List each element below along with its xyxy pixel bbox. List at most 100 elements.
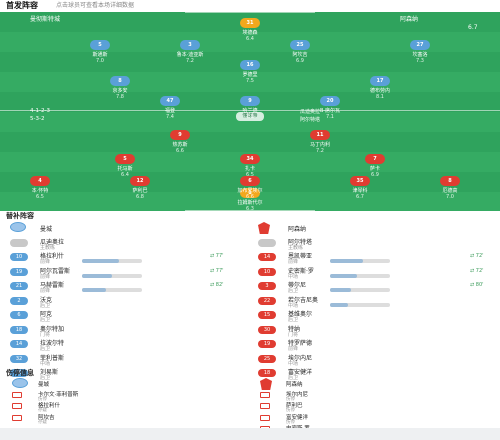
injuries-header: 伤停信息	[0, 368, 500, 378]
shirt-number: 18	[10, 325, 28, 334]
away-player[interactable]: 27 坎塞洛 7.3	[390, 40, 450, 64]
away-player[interactable]: 25 阿坎吉 6.9	[270, 40, 330, 64]
section-header: 首发阵容 点击球员可查看本场详细数据	[0, 0, 500, 12]
sub-position: 前锋	[40, 288, 51, 294]
player-rating: 6.9	[296, 58, 304, 64]
injured-player-name: 富安健洋	[286, 414, 309, 421]
sub-row[interactable]: 14 拉波尔特 后卫	[10, 338, 250, 353]
player-rating: 6.9	[371, 172, 379, 178]
shirt-number: 22	[258, 296, 276, 305]
shirt-number: 47	[160, 96, 180, 106]
sub-position: 门将	[40, 331, 51, 338]
sub-row[interactable]: 15 基维奥尔 后卫	[258, 309, 498, 324]
sub-row[interactable]: 18 奥尔特加 门将	[10, 324, 250, 339]
sub-row[interactable]: 21 马赫雷斯 前锋 ⇄ 82'	[10, 280, 250, 295]
subs-right-column: 阿森纳 阿尔特塔 主教练 14 恩凯蒂亚 前锋 ⇄ 72' 10 史密斯·罗 中场 ⇄ 72' 3 蒂尔…	[258, 222, 498, 382]
club-row: 曼城	[10, 222, 250, 237]
sub-row[interactable]: 25 埃尔内尼 中场	[258, 353, 498, 368]
shirt-number: 6	[10, 311, 28, 319]
injury-icon	[260, 403, 270, 409]
injury-row[interactable]: 埃尔内尼 伤停	[260, 390, 500, 402]
injured-player-name: 阿坎吉	[38, 414, 55, 421]
home-player[interactable]: 35 津琴科 6.7	[330, 176, 390, 200]
player-name: 埃德森	[242, 30, 258, 36]
injuries-title: 伤停信息	[6, 369, 34, 377]
injury-icon	[12, 391, 22, 398]
player-name: 热苏斯	[172, 142, 188, 148]
sub-row[interactable]: 19 特罗萨德 前锋	[258, 338, 498, 353]
shirt-number: 7	[365, 154, 385, 164]
sub-row[interactable]: 3 蒂尔尼 后卫 ⇄ 80'	[258, 280, 498, 295]
away-player[interactable]: 47 福登 7.4	[140, 96, 200, 120]
away-player[interactable]: 16 罗德里 7.5	[220, 60, 280, 84]
shirt-number: 9	[170, 130, 190, 140]
sub-name: 基维奥尔	[288, 311, 313, 318]
shirt-number: 10	[10, 253, 28, 261]
sub-minute: ⇄ 77'	[210, 267, 224, 274]
sub-row[interactable]: 80 刘易斯 后卫	[10, 367, 250, 382]
shirt-number: 32	[10, 354, 28, 363]
away-player[interactable]: 5 斯通斯 7.0	[70, 40, 130, 64]
player-rating: 7.3	[416, 58, 424, 64]
sub-name: 蒂尔尼	[288, 282, 307, 289]
home-player[interactable]: 5 托马斯 6.4	[95, 154, 155, 178]
sub-row[interactable]: 瓜迪奥拉 主教练	[10, 237, 250, 252]
pitch: 曼彻斯特城 阿森纳 6.7 懂球帝 4-1-2-3 5-3-2 瓜迪奥拉 阿尔特…	[0, 12, 500, 211]
sub-row[interactable]: 30 特纳 门将	[258, 324, 498, 339]
injury-row[interactable]: 阿坎吉 存疑	[12, 413, 252, 425]
home-player[interactable]: 34 扎卡 6.5	[220, 154, 280, 178]
injuries-left-column: 曼城 卡尔文·菲利普斯 伤停 格拉利什 存疑 阿坎吉 存疑	[12, 378, 252, 425]
home-player[interactable]: 9 热苏斯 6.6	[150, 130, 210, 154]
lineup-title: 首发阵容	[6, 1, 38, 10]
sub-row[interactable]: 18 富安健洋 后卫	[258, 367, 498, 382]
injury-row[interactable]: 格拉利什 存疑	[12, 401, 252, 413]
player-name: 津琴科	[352, 188, 368, 194]
sub-row[interactable]: 10 史密斯·罗 中场 ⇄ 72'	[258, 266, 498, 281]
away-player[interactable]: 31 埃德森 6.4	[220, 18, 280, 42]
home-player[interactable]: 4 本·怀特 6.5	[10, 176, 70, 200]
sub-row[interactable]: 6 阿克 后卫	[10, 309, 250, 324]
away-player[interactable]: 3 鲁本·迪亚斯 7.2	[160, 40, 220, 64]
player-name: 萨利巴	[132, 188, 148, 194]
sub-row[interactable]: 14 恩凯蒂亚 前锋 ⇄ 72'	[258, 251, 498, 266]
player-rating: 7.5	[246, 78, 254, 84]
home-player[interactable]: 8 厄德高 7.0	[420, 176, 480, 200]
sub-row[interactable]: 19 阿尔瓦雷斯 前锋 ⇄ 77'	[10, 266, 250, 281]
player-name: 鲁本·迪亚斯	[176, 52, 204, 58]
home-player[interactable]: 12 萨利巴 6.8	[110, 176, 170, 200]
injury-row[interactable]: 萨利巴 伤停	[260, 401, 500, 413]
away-player[interactable]: 17 德布劳内 8.1	[350, 76, 410, 100]
rating-bar-fill	[330, 288, 351, 292]
injured-player-name: 格拉利什	[38, 403, 61, 409]
player-name: 德布劳内	[369, 88, 390, 94]
player-name: 拉姆斯代尔	[237, 200, 263, 206]
injury-row[interactable]: 富安健洋 伤停	[260, 413, 500, 425]
sub-row[interactable]: 10 格拉利什 前锋 ⇄ 77'	[10, 251, 250, 266]
sub-name: 特罗萨德	[288, 340, 313, 347]
sub-row[interactable]: 2 沃克 后卫	[10, 295, 250, 310]
away-player[interactable]: 8 京多安 7.8	[90, 76, 150, 100]
away-player[interactable]: 9 哈兰德 7.9	[220, 96, 280, 120]
lineup-hint: 点击球员可查看本场详细数据	[56, 2, 135, 9]
player-rating: 7.2	[316, 148, 324, 154]
shirt-number: 17	[370, 76, 390, 86]
rating-bar-fill	[330, 259, 363, 263]
injured-player-name: 萨利巴	[286, 403, 303, 409]
sub-row[interactable]: 32 菲利普斯 中场	[10, 353, 250, 368]
shirt-number: 35	[350, 176, 370, 186]
sub-position: 中场	[288, 273, 299, 280]
player-name: 京多安	[112, 88, 128, 94]
sub-row[interactable]: 阿尔特塔 主教练	[258, 237, 498, 252]
sub-name: 瓜迪奥拉	[40, 238, 65, 246]
away-player[interactable]: 20 B·席尔瓦 7.1	[300, 96, 360, 120]
home-player[interactable]: 1 拉姆斯代尔 6.3	[220, 188, 280, 211]
home-player[interactable]: 7 萨卡 6.9	[345, 154, 405, 178]
home-player[interactable]: 11 马丁内利 7.2	[290, 130, 350, 154]
sub-row[interactable]: 22 若尔吉尼奥 中场	[258, 295, 498, 310]
player-name: 扎卡	[244, 166, 255, 172]
home-player[interactable]: 6 加布里埃尔 6.6	[220, 176, 280, 200]
injury-row[interactable]: 卡尔文·菲利普斯 伤停	[12, 390, 252, 402]
player-rating: 8.1	[376, 94, 384, 100]
player-rating: 7.1	[326, 114, 334, 120]
sub-minute: ⇄ 82'	[210, 282, 224, 288]
